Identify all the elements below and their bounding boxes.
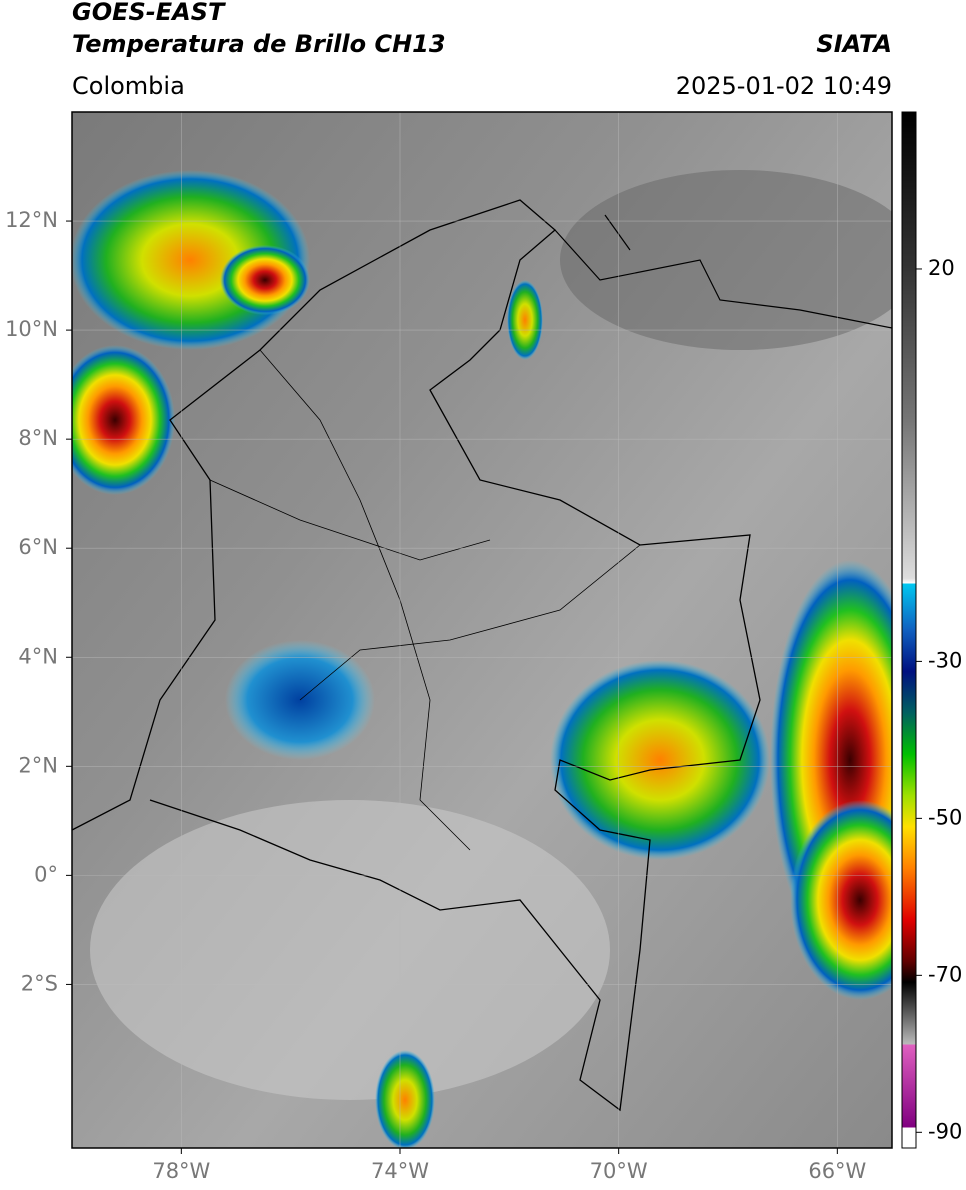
colorbar-label: -30 bbox=[928, 648, 962, 672]
region: Colombia bbox=[72, 72, 185, 100]
lat-tick-label: 0° bbox=[34, 862, 58, 886]
storm bbox=[72, 345, 175, 495]
colorbar-label: -70 bbox=[928, 962, 962, 986]
cloud bbox=[90, 800, 610, 1100]
lon-tick-label: 74°W bbox=[371, 1159, 429, 1183]
imagery bbox=[72, 112, 892, 1148]
colorbar bbox=[901, 111, 917, 1149]
lat-tick-label: 2°S bbox=[21, 971, 58, 995]
colorbar-label: 20 bbox=[928, 256, 955, 280]
lat-tick-label: 12°N bbox=[5, 208, 58, 232]
storm bbox=[550, 660, 770, 860]
title: Temperatura de Brillo CH13 bbox=[72, 30, 446, 58]
grid bbox=[72, 112, 892, 1148]
lat-tick-label: 8°N bbox=[18, 426, 58, 450]
colorbar-label: -90 bbox=[928, 1119, 962, 1143]
datetime: 2025-01-02 10:49 bbox=[676, 72, 892, 100]
colorbar-label: -50 bbox=[928, 805, 962, 829]
lon-tick-label: 66°W bbox=[808, 1159, 866, 1183]
title: GOES-EAST bbox=[72, 0, 226, 26]
lon-tick-label: 70°W bbox=[590, 1159, 648, 1183]
lat-tick-label: 10°N bbox=[5, 317, 58, 341]
lat-tick-label: 2°N bbox=[18, 753, 58, 777]
source: SIATA bbox=[816, 30, 892, 58]
map-frame bbox=[71, 111, 893, 1149]
lat-tick-label: 6°N bbox=[18, 535, 58, 559]
border bbox=[72, 199, 761, 1112]
cloud bbox=[560, 170, 892, 350]
storm bbox=[220, 245, 310, 315]
lon-tick-label: 78°W bbox=[152, 1159, 210, 1183]
lat-tick-label: 4°N bbox=[18, 644, 58, 668]
storm bbox=[507, 280, 543, 360]
storm bbox=[790, 800, 892, 1000]
storm bbox=[375, 1050, 435, 1148]
